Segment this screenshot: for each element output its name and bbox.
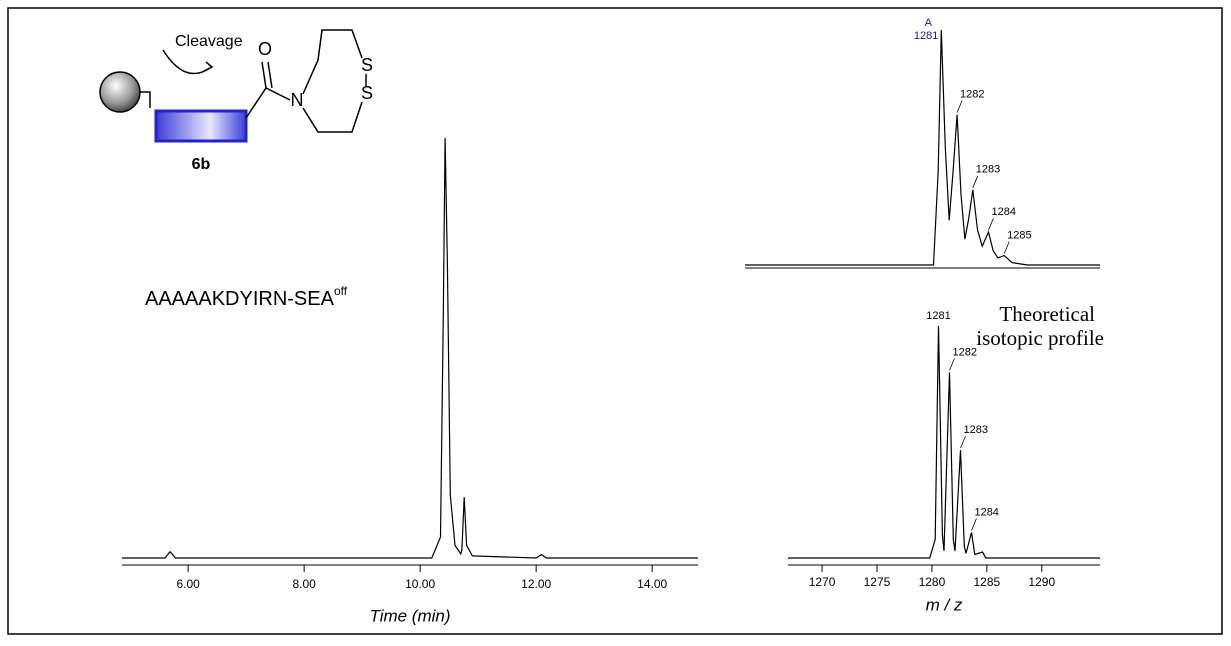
peak-leader — [956, 100, 963, 113]
peak-label: 1283 — [963, 424, 987, 436]
peak-tag: A — [925, 17, 933, 29]
cleavage-arrow — [162, 49, 211, 75]
x-tick-label: 1280 — [919, 575, 946, 589]
ring — [302, 101, 363, 133]
peak-label: 1281 — [914, 30, 938, 42]
resin-bead — [99, 71, 141, 113]
peak-label: 1282 — [960, 89, 984, 101]
annotation-superscript: off — [334, 284, 348, 298]
carbonyl — [267, 61, 273, 89]
ring — [302, 29, 363, 95]
trace — [122, 137, 698, 559]
scheme-label: Cleavage — [175, 33, 243, 50]
peak-label: 1284 — [974, 506, 998, 518]
x-tick-label: 12.00 — [521, 577, 551, 591]
x-axis-label: Time (min) — [369, 606, 450, 625]
peptide-block — [154, 109, 248, 143]
annotation-text: AAAAAKDYIRN-SEA — [145, 288, 335, 310]
annotation: AAAAAKDYIRN-SEAoff — [145, 284, 348, 310]
peak-leader — [971, 518, 977, 531]
x-tick-label: 8.00 — [292, 577, 316, 591]
x-axis-label: m / z — [926, 595, 963, 614]
trace — [788, 325, 1100, 559]
frame — [7, 7, 1223, 635]
atom-label: N — [291, 90, 304, 110]
peak-leader — [960, 435, 966, 449]
atom-label: S — [361, 55, 373, 75]
peak-label: 1282 — [952, 346, 976, 358]
x-tick-label: 1290 — [1028, 575, 1055, 589]
peak-leader — [949, 358, 955, 371]
peak-leader — [988, 217, 994, 231]
peak-label: 1281 — [926, 310, 950, 322]
atom-label: S — [361, 83, 373, 103]
x-tick-label: 10.00 — [405, 577, 435, 591]
peak-leader — [972, 175, 979, 188]
x-tick-label: 1275 — [864, 575, 891, 589]
trace — [745, 29, 1100, 266]
x-tick-label: 1285 — [973, 575, 1000, 589]
compound-label: 6b — [192, 156, 211, 173]
peak-label: 1284 — [991, 206, 1015, 218]
x-tick-label: 1270 — [809, 575, 836, 589]
peak-label: 1285 — [1007, 230, 1031, 242]
scheme — [99, 29, 367, 143]
peak-leader — [1003, 241, 1010, 254]
x-tick-label: 6.00 — [176, 577, 200, 591]
annotation: Theoretical — [999, 302, 1095, 326]
x-tick-label: 14.00 — [637, 577, 667, 591]
bonds — [245, 87, 291, 119]
annotation: isotopic profile — [976, 326, 1104, 350]
peak-label: 1283 — [976, 164, 1000, 176]
atom-label: O — [258, 39, 272, 59]
linker — [140, 91, 151, 108]
carbonyl — [261, 61, 267, 89]
arrow-head — [203, 61, 214, 72]
